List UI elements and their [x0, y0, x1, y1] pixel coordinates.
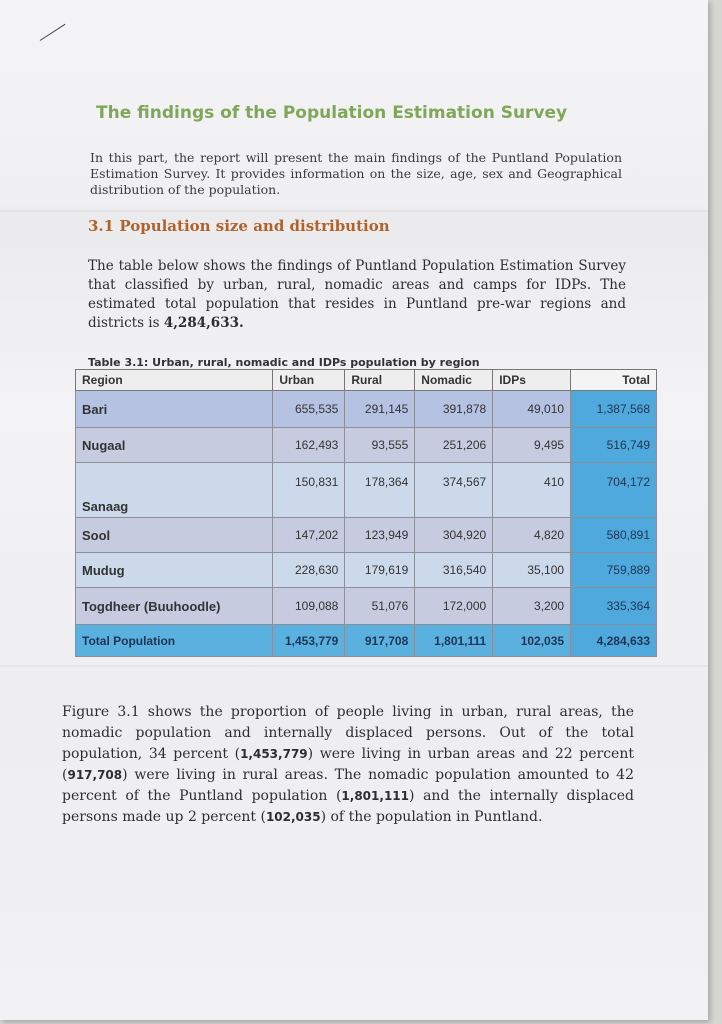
nomadic-cell: 316,540 — [414, 552, 494, 588]
nomadic-cell: 391,878 — [414, 390, 494, 428]
table-row: Sanaag 150,831 178,364 374,567 410 704,1… — [74, 462, 657, 518]
figure-text: ) and the internally displaced persons m… — [62, 788, 634, 825]
idps-cell: 49,010 — [492, 390, 572, 428]
table-header-row: Region Urban Rural Nomadic IDPs Total — [74, 369, 657, 391]
rural-cell: 178,364 — [344, 462, 416, 518]
rural-total-cell: 917,708 — [344, 624, 416, 657]
idps-cell: 4,820 — [492, 517, 572, 553]
idps-cell: 410 — [492, 462, 572, 518]
rural-cell: 179,619 — [344, 552, 416, 588]
idps-cell: 9,495 — [492, 427, 572, 463]
paragraph-text: The table below shows the findings of Pu… — [88, 258, 626, 331]
region-cell: Bari — [74, 390, 274, 428]
total-row: Total Population 1,453,779 917,708 1,801… — [74, 624, 657, 657]
header-region: Region — [74, 369, 274, 391]
total-cell: 335,364 — [570, 587, 657, 625]
rural-figure: 917,708 — [67, 768, 123, 782]
paper-fold — [0, 210, 708, 212]
nomadic-figure: 1,801,111 — [341, 789, 409, 803]
rural-cell: 51,076 — [344, 587, 416, 625]
rural-cell: 291,145 — [344, 390, 416, 428]
urban-figure: 1,453,779 — [240, 747, 308, 761]
table-row: Mudug 228,630 179,619 316,540 35,100 759… — [74, 552, 657, 588]
section-title: 3.1 Population size and distribution — [88, 217, 390, 235]
header-total: Total — [570, 369, 657, 391]
idps-cell: 3,200 — [492, 587, 572, 625]
region-cell: Togdheer (Buuhoodle) — [74, 587, 274, 625]
nomadic-total-cell: 1,801,111 — [414, 624, 494, 657]
header-idps: IDPs — [492, 369, 572, 391]
urban-cell: 162,493 — [272, 427, 346, 463]
paper-fold — [0, 665, 708, 667]
idps-total-cell: 102,035 — [492, 624, 572, 657]
idps-figure: 102,035 — [265, 810, 321, 824]
intro-paragraph: In this part, the report will present th… — [90, 150, 622, 197]
figure-text: ) were living in urban areas and 22 perc… — [62, 746, 634, 783]
nomadic-cell: 251,206 — [414, 427, 494, 463]
urban-cell: 150,831 — [272, 462, 346, 518]
nomadic-cell: 172,000 — [414, 587, 494, 625]
paragraph-total: 4,284,633. — [163, 315, 244, 331]
header-nomadic: Nomadic — [414, 369, 494, 391]
region-cell: Sanaag — [74, 462, 274, 518]
urban-total-cell: 1,453,779 — [272, 624, 346, 657]
table-row: Togdheer (Buuhoodle) 109,088 51,076 172,… — [74, 587, 657, 625]
urban-cell: 147,202 — [272, 517, 346, 553]
total-cell: 1,387,568 — [570, 390, 657, 428]
figure-paragraph: Figure 3.1 shows the proportion of peopl… — [62, 702, 634, 828]
region-cell: Mudug — [74, 552, 274, 588]
rural-cell: 123,949 — [344, 517, 416, 553]
urban-cell: 655,535 — [272, 390, 346, 428]
population-table: Region Urban Rural Nomadic IDPs Total Ba… — [74, 369, 657, 657]
nomadic-cell: 374,567 — [414, 462, 494, 518]
header-rural: Rural — [344, 369, 416, 391]
rural-cell: 93,555 — [344, 427, 416, 463]
table-row: Nugaal 162,493 93,555 251,206 9,495 516,… — [74, 427, 657, 463]
table-row: Sool 147,202 123,949 304,920 4,820 580,8… — [74, 517, 657, 553]
region-cell: Sool — [74, 517, 274, 553]
total-cell: 516,749 — [570, 427, 657, 463]
total-cell: 704,172 — [570, 462, 657, 518]
region-cell: Nugaal — [74, 427, 274, 463]
nomadic-cell: 304,920 — [414, 517, 494, 553]
grand-total-cell: 4,284,633 — [570, 624, 657, 657]
table-caption: Table 3.1: Urban, rural, nomadic and IDP… — [88, 356, 480, 369]
total-label-cell: Total Population — [74, 624, 274, 657]
total-cell: 759,889 — [570, 552, 657, 588]
table-row: Bari 655,535 291,145 391,878 49,010 1,38… — [74, 390, 657, 428]
idps-cell: 35,100 — [492, 552, 572, 588]
page-title: The findings of the Population Estimatio… — [96, 103, 568, 123]
urban-cell: 228,630 — [272, 552, 346, 588]
figure-text: ) of the population in Puntland. — [320, 809, 543, 825]
total-cell: 580,891 — [570, 517, 657, 553]
urban-cell: 109,088 — [272, 587, 346, 625]
section-paragraph: The table below shows the findings of Pu… — [88, 257, 626, 333]
figure-text: ) were living in rural areas. The nomadi… — [62, 767, 634, 804]
header-urban: Urban — [272, 369, 346, 391]
pen-mark — [39, 23, 66, 41]
document-page: The findings of the Population Estimatio… — [0, 0, 708, 1020]
figure-text: Figure 3.1 shows the proportion of peopl… — [62, 704, 634, 762]
